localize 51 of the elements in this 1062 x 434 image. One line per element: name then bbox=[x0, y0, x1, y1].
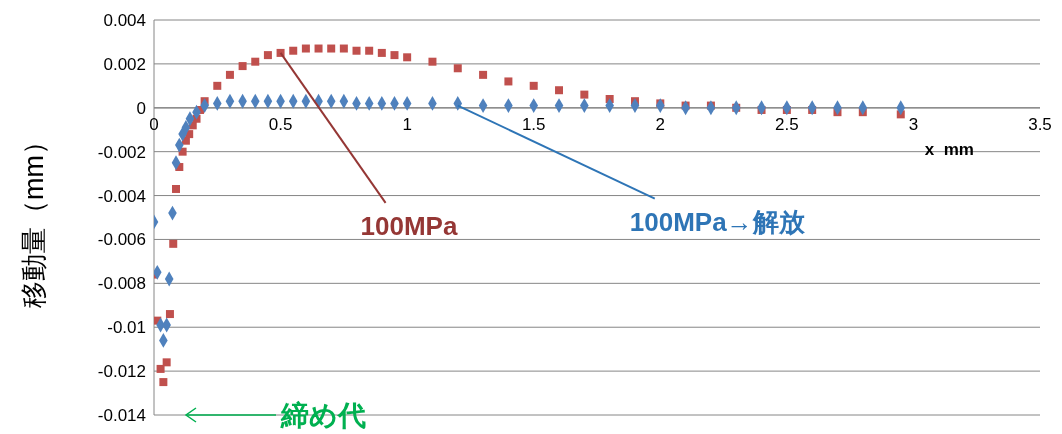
point bbox=[390, 51, 399, 60]
point bbox=[453, 64, 462, 73]
point bbox=[403, 53, 412, 62]
point bbox=[314, 44, 323, 53]
x-tick-label: 2.5 bbox=[775, 114, 799, 134]
point bbox=[555, 86, 564, 95]
point bbox=[301, 44, 310, 53]
y-tick-label: 0 bbox=[136, 98, 146, 118]
point bbox=[169, 239, 178, 248]
point bbox=[156, 364, 165, 373]
point bbox=[479, 70, 488, 79]
point bbox=[365, 46, 374, 55]
x-tick-label: 0.5 bbox=[268, 114, 293, 134]
x-tick-label: 2 bbox=[655, 114, 666, 134]
annotation: 100MPa→解放 bbox=[629, 206, 806, 237]
annotation: 100MPa bbox=[360, 210, 458, 241]
x-tick-label: 3.5 bbox=[1028, 114, 1052, 134]
point bbox=[428, 57, 437, 66]
y-tick-label: -0.006 bbox=[97, 230, 146, 250]
y-tick-label: 0.002 bbox=[103, 54, 146, 74]
y-tick-label: -0.014 bbox=[97, 406, 146, 426]
y-tick-label: 0.004 bbox=[103, 11, 146, 31]
point bbox=[159, 378, 168, 387]
point bbox=[238, 62, 247, 71]
point bbox=[162, 358, 171, 367]
point bbox=[377, 48, 386, 57]
y-tick-label: -0.002 bbox=[97, 142, 146, 162]
point bbox=[289, 46, 298, 55]
x-tick-label: 0 bbox=[149, 114, 159, 134]
point bbox=[327, 44, 336, 53]
y-tick-label: -0.01 bbox=[107, 318, 146, 338]
x-tick-label: 3 bbox=[908, 114, 919, 134]
y-tick-label: -0.012 bbox=[97, 362, 146, 382]
point bbox=[352, 46, 361, 55]
point bbox=[263, 51, 272, 60]
y-tick-label: -0.008 bbox=[97, 274, 146, 294]
point bbox=[213, 81, 222, 90]
x-axis-title: x mm bbox=[924, 139, 974, 160]
annotation: 締め代 bbox=[280, 400, 366, 431]
y-tick-label: -0.004 bbox=[97, 186, 146, 206]
point bbox=[251, 57, 260, 66]
point bbox=[339, 44, 348, 53]
point bbox=[225, 70, 234, 79]
point bbox=[580, 90, 589, 99]
point bbox=[504, 77, 513, 86]
point bbox=[529, 81, 538, 90]
x-tick-label: 1 bbox=[402, 114, 412, 134]
x-tick-label: 1.5 bbox=[521, 114, 546, 134]
point bbox=[165, 310, 174, 319]
y-axis-title: 移動量（mm） bbox=[18, 127, 50, 308]
point bbox=[172, 184, 181, 193]
